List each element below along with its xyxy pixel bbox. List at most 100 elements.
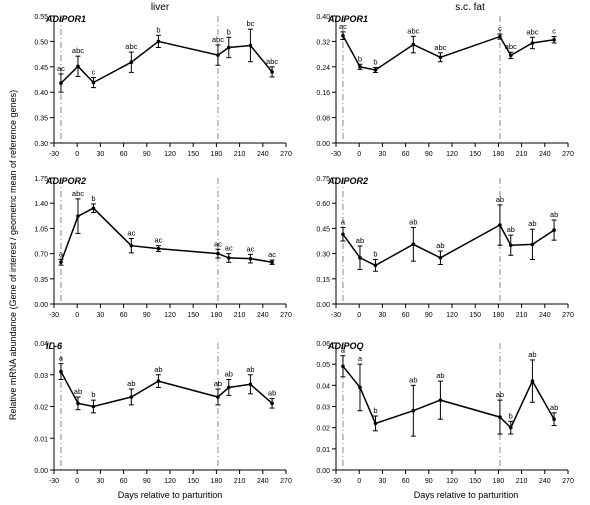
x-tick-label: 30 <box>379 478 387 485</box>
panel-3: 0.00 0.15 0.30 0.45 0.60 0.75 -30 0 30 60 90 120 150… <box>316 176 574 319</box>
x-tick-label: 180 <box>211 151 223 158</box>
significance-letter: ab <box>507 225 515 234</box>
significance-letter: ab <box>496 195 504 204</box>
y-tick-label: 0.30 <box>316 252 330 259</box>
y-tick-label: 0.03 <box>34 373 48 380</box>
panel-title: ADIPOQ <box>327 341 364 351</box>
y-tick-label: 0.00 <box>34 302 48 309</box>
x-tick-label: 210 <box>234 478 246 485</box>
panels: 0.30 0.35 0.40 0.45 0.50 0.55 -30 0 30 60 90 120 150… <box>34 14 574 485</box>
column-title-sc-fat: s.c. fat <box>455 2 485 13</box>
significance-letter: b <box>227 27 231 36</box>
significance-letter: ac <box>127 228 135 237</box>
x-tick-label: 30 <box>97 478 105 485</box>
y-tick-label: 0.45 <box>34 65 48 72</box>
x-tick-label: -30 <box>49 151 59 158</box>
significance-letter: ac <box>246 244 254 253</box>
data-point <box>76 401 80 406</box>
data-point <box>216 395 220 399</box>
series-line <box>60 207 273 263</box>
data-point <box>498 415 502 419</box>
significance-letter: ab <box>528 350 536 359</box>
data-point <box>530 41 535 45</box>
x-tick-label: 150 <box>187 151 199 158</box>
data-point <box>341 364 345 369</box>
panel-title: ADIPOR2 <box>45 176 86 186</box>
data-point <box>552 228 556 232</box>
x-tick-label: 90 <box>425 478 433 485</box>
data-point <box>373 68 378 72</box>
x-tick-label: 210 <box>234 151 246 158</box>
x-tick-label: 60 <box>120 151 128 158</box>
y-tick-label: 0.15 <box>316 277 330 284</box>
y-tick-label: 0.00 <box>34 468 48 475</box>
significance-letter: b <box>373 249 377 258</box>
data-point <box>438 398 443 402</box>
data-point <box>156 379 161 383</box>
x-tick-label: 180 <box>493 312 505 319</box>
x-tick-label: 270 <box>280 312 292 319</box>
x-tick-label: 210 <box>516 312 528 319</box>
data-point <box>508 53 513 58</box>
y-tick-label: 0.01 <box>316 447 330 454</box>
significance-letter: ab <box>127 379 135 388</box>
significance-letter: ac <box>225 244 233 253</box>
significance-letter: abc <box>72 189 84 198</box>
x-tick-label: 180 <box>493 478 505 485</box>
x-tick-label: 210 <box>516 478 528 485</box>
data-point <box>91 80 96 85</box>
y-tick-label: 0.75 <box>316 176 330 183</box>
significance-letter: ab <box>214 379 222 388</box>
series-line <box>342 365 555 429</box>
significance-letter: ab <box>409 375 417 384</box>
data-point <box>411 42 416 47</box>
y-tick-label: 1.05 <box>34 226 48 233</box>
significance-letter: b <box>91 390 95 399</box>
x-tick-label: -30 <box>331 478 341 485</box>
significance-letter: ab <box>356 236 364 245</box>
data-point <box>129 395 134 399</box>
x-tick-label: 240 <box>257 478 269 485</box>
y-tick-label: 0.04 <box>34 341 48 348</box>
x-tick-label: 30 <box>97 312 105 319</box>
data-point <box>129 60 134 65</box>
data-point <box>373 263 378 268</box>
significance-letter: a <box>358 354 363 363</box>
y-tick-label: 0.05 <box>316 362 330 369</box>
x-tick-label: 60 <box>402 478 410 485</box>
significance-letter: abc <box>266 57 278 66</box>
panel-title: ADIPOR1 <box>327 14 368 24</box>
data-point <box>59 260 63 265</box>
y-tick-label: 0.35 <box>34 116 48 123</box>
x-tick-label: 90 <box>425 151 433 158</box>
series-line <box>60 371 273 408</box>
x-tick-label: 90 <box>425 312 433 319</box>
significance-letter: a <box>59 249 64 258</box>
x-tick-label: 120 <box>446 478 458 485</box>
x-axis-label-right: Days relative to parturition <box>414 490 519 500</box>
data-point <box>270 260 274 265</box>
x-tick-label: 0 <box>357 151 361 158</box>
data-point <box>508 425 513 430</box>
data-point <box>226 256 231 260</box>
x-tick-label: 60 <box>120 478 128 485</box>
significance-letter: a <box>341 346 346 355</box>
significance-letter: ab <box>246 365 254 374</box>
y-tick-label: 0.06 <box>316 341 330 348</box>
x-tick-label: 120 <box>164 151 176 158</box>
y-tick-label: 0.70 <box>34 252 48 259</box>
x-tick-label: 120 <box>446 151 458 158</box>
y-tick-label: 0.45 <box>316 226 330 233</box>
x-tick-label: 60 <box>402 312 410 319</box>
panel-5: 0.00 0.01 0.02 0.03 0.04 0.05 0.06 -30 0 30 60 90 12… <box>316 341 574 485</box>
significance-letter: c <box>552 27 556 36</box>
significance-letter: abc <box>434 43 446 52</box>
y-tick-label: 0.03 <box>316 405 330 412</box>
data-point <box>270 70 274 74</box>
x-tick-label: 270 <box>562 312 574 319</box>
y-tick-label: 0.16 <box>316 90 330 97</box>
x-tick-label: 210 <box>234 312 246 319</box>
y-tick-label: 0.50 <box>34 39 48 46</box>
y-tick-label: 0.40 <box>316 14 330 21</box>
panel-1: 0.00 0.08 0.16 0.24 0.32 0.40 -30 0 30 60 90 120 150… <box>316 14 574 158</box>
